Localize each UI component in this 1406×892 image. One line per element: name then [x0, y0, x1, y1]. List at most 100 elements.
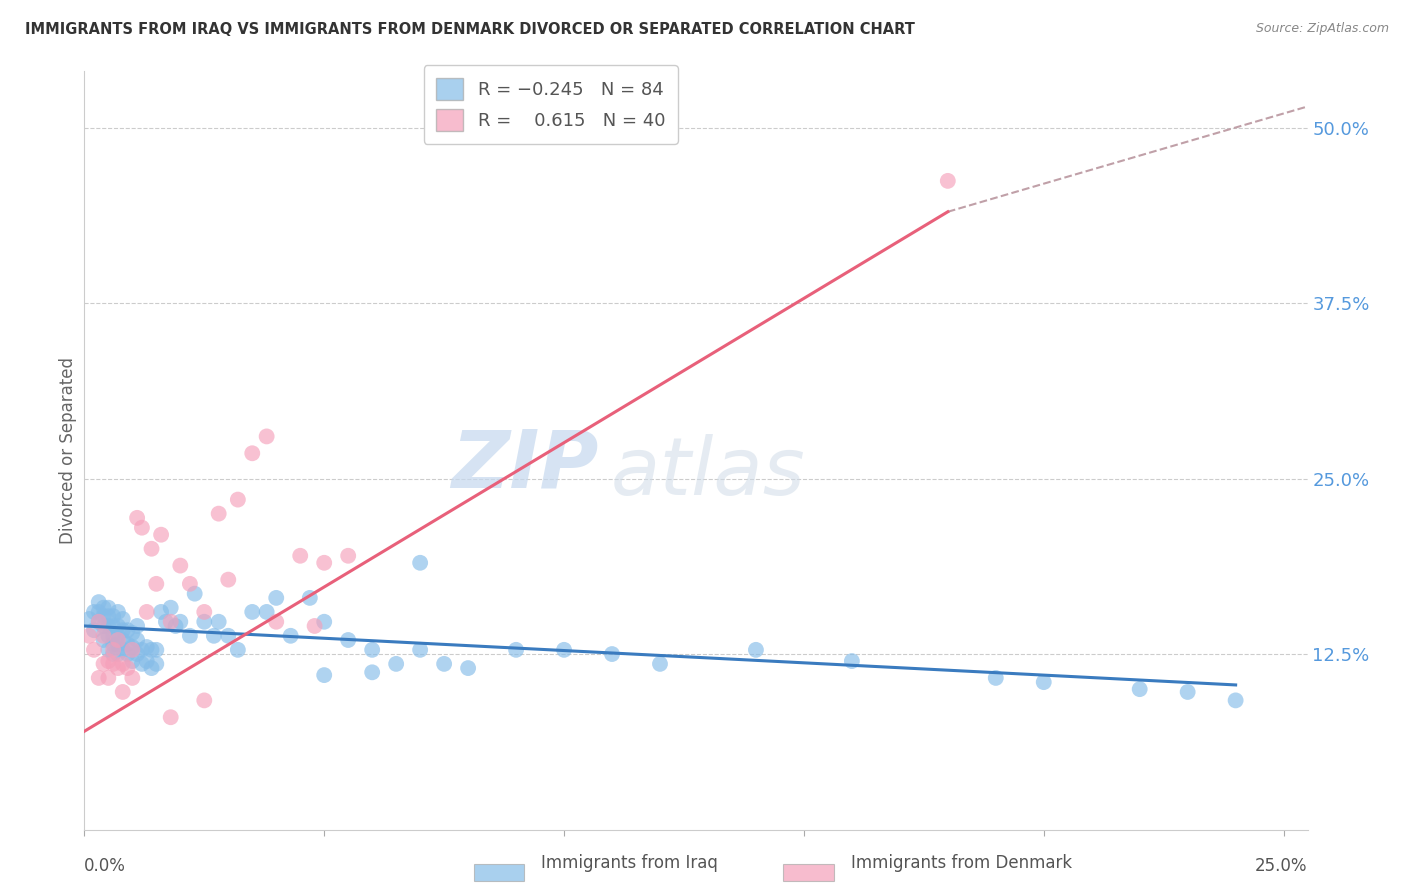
Point — [159, 615, 181, 629]
Point — [101, 637, 124, 651]
Point — [121, 671, 143, 685]
Point — [107, 619, 129, 633]
Point — [304, 619, 326, 633]
Point — [1032, 675, 1054, 690]
Point — [337, 633, 360, 648]
Point — [107, 605, 129, 619]
Point — [256, 429, 278, 443]
Point — [77, 629, 100, 643]
Point — [111, 643, 134, 657]
Text: atlas: atlas — [610, 434, 806, 512]
Point — [107, 661, 129, 675]
Point — [145, 643, 167, 657]
Point — [226, 643, 249, 657]
Point — [337, 549, 360, 563]
Point — [217, 573, 239, 587]
Point — [131, 643, 153, 657]
Point — [553, 643, 575, 657]
Point — [111, 612, 134, 626]
Point — [83, 643, 105, 657]
Point — [179, 577, 201, 591]
Point — [87, 605, 110, 619]
Point — [111, 633, 134, 648]
Point — [409, 556, 432, 570]
Point — [97, 609, 120, 624]
Point — [117, 623, 139, 637]
Point — [150, 605, 173, 619]
Point — [648, 657, 671, 671]
Point — [600, 647, 623, 661]
Point — [202, 629, 225, 643]
Point — [111, 623, 134, 637]
Point — [159, 600, 181, 615]
Point — [83, 605, 105, 619]
Point — [159, 710, 181, 724]
Point — [93, 600, 115, 615]
Point — [131, 657, 153, 671]
Point — [135, 605, 157, 619]
Point — [298, 591, 321, 605]
Point — [150, 527, 173, 541]
Point — [127, 511, 149, 525]
Point — [121, 654, 143, 668]
Point — [1177, 685, 1199, 699]
Point — [101, 619, 124, 633]
Point — [93, 629, 115, 643]
Point — [361, 643, 384, 657]
Point — [127, 633, 149, 648]
Point — [97, 654, 120, 668]
Point — [101, 657, 124, 671]
Point — [385, 657, 408, 671]
Point — [101, 643, 124, 657]
Point — [135, 654, 157, 668]
Point — [264, 591, 287, 605]
Point — [314, 615, 336, 629]
Point — [314, 556, 336, 570]
Point — [505, 643, 527, 657]
Point — [107, 637, 129, 651]
Point — [111, 657, 134, 671]
Point — [256, 605, 278, 619]
Point — [83, 623, 105, 637]
Point — [101, 629, 124, 643]
Point — [145, 577, 167, 591]
Point — [111, 685, 134, 699]
Point — [93, 609, 115, 624]
Point — [169, 558, 191, 573]
Point — [155, 615, 177, 629]
Point — [1225, 693, 1247, 707]
Point — [179, 629, 201, 643]
Point — [240, 446, 263, 460]
Point — [141, 541, 163, 556]
Point — [121, 626, 143, 640]
Point — [193, 605, 215, 619]
Point — [183, 587, 205, 601]
Point — [141, 661, 163, 675]
Point — [77, 612, 100, 626]
Point — [841, 654, 863, 668]
Point — [93, 619, 115, 633]
Point — [290, 549, 312, 563]
Point — [264, 615, 287, 629]
Point — [97, 671, 120, 685]
Point — [226, 492, 249, 507]
Point — [457, 661, 479, 675]
Point — [936, 174, 959, 188]
Point — [107, 629, 129, 643]
Point — [193, 615, 215, 629]
Point — [117, 647, 139, 661]
Point — [87, 615, 110, 629]
Point — [1129, 682, 1152, 697]
Point — [101, 609, 124, 624]
Point — [169, 615, 191, 629]
Point — [93, 633, 115, 648]
Point — [97, 619, 120, 633]
Point — [121, 643, 143, 657]
Point — [314, 668, 336, 682]
Point — [361, 665, 384, 680]
Point — [165, 619, 187, 633]
FancyBboxPatch shape — [474, 863, 524, 881]
Point — [240, 605, 263, 619]
Point — [409, 643, 432, 657]
Text: 25.0%: 25.0% — [1256, 857, 1308, 875]
